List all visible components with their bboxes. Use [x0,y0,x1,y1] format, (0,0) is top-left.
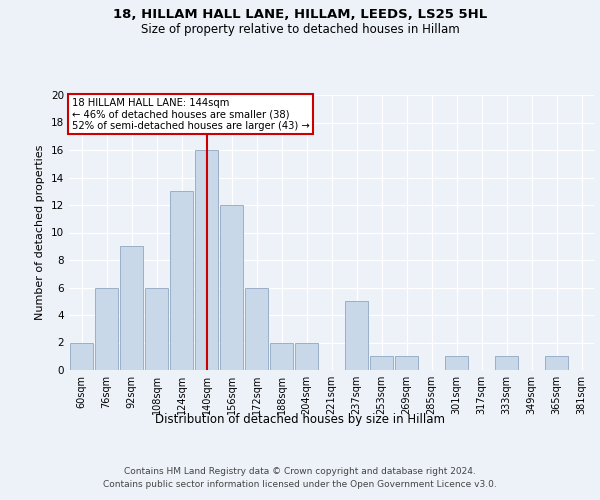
Bar [145,288,169,370]
Bar [370,356,394,370]
Text: Contains public sector information licensed under the Open Government Licence v3: Contains public sector information licen… [103,480,497,489]
Text: Distribution of detached houses by size in Hillam: Distribution of detached houses by size … [155,412,445,426]
Text: 18 HILLAM HALL LANE: 144sqm
← 46% of detached houses are smaller (38)
52% of sem: 18 HILLAM HALL LANE: 144sqm ← 46% of det… [71,98,310,131]
Text: 18, HILLAM HALL LANE, HILLAM, LEEDS, LS25 5HL: 18, HILLAM HALL LANE, HILLAM, LEEDS, LS2… [113,8,487,20]
Bar [445,356,469,370]
Bar [220,205,244,370]
Bar [395,356,418,370]
Bar [70,342,94,370]
Text: Contains HM Land Registry data © Crown copyright and database right 2024.: Contains HM Land Registry data © Crown c… [124,468,476,476]
Bar [194,150,218,370]
Bar [494,356,518,370]
Text: Size of property relative to detached houses in Hillam: Size of property relative to detached ho… [140,22,460,36]
Y-axis label: Number of detached properties: Number of detached properties [35,145,46,320]
Bar [269,342,293,370]
Bar [170,191,193,370]
Bar [545,356,568,370]
Bar [119,246,143,370]
Bar [245,288,268,370]
Bar [295,342,319,370]
Bar [95,288,118,370]
Bar [344,301,368,370]
